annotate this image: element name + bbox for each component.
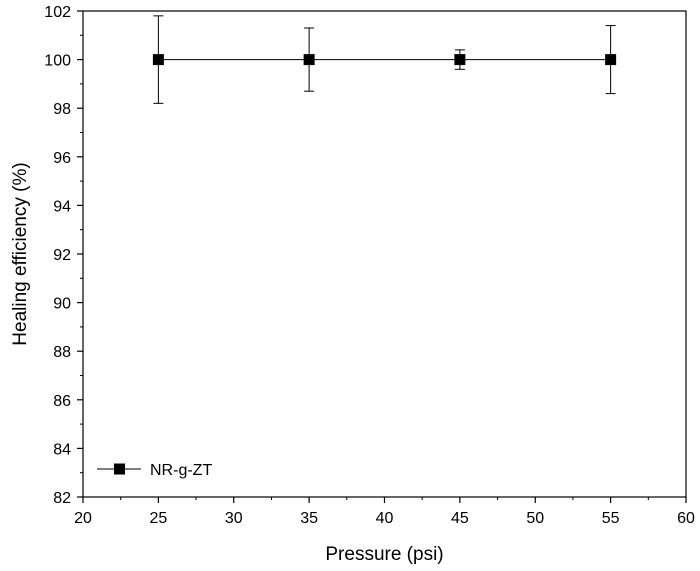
y-tick-label: 94 <box>53 198 71 215</box>
y-tick-label: 96 <box>53 150 71 167</box>
legend: NR-g-ZT <box>97 462 212 479</box>
data-point <box>454 54 466 66</box>
x-tick-label: 25 <box>149 510 167 527</box>
x-tick-label: 35 <box>300 510 318 527</box>
legend-marker <box>114 463 125 475</box>
y-tick-label: 98 <box>53 101 71 118</box>
x-tick-label: 55 <box>602 510 620 527</box>
plot-frame <box>82 10 687 498</box>
x-tick-label: 20 <box>74 510 92 527</box>
y-tick-label: 102 <box>44 4 71 21</box>
x-axis-ticks: 20 25 30 35 40 45 50 55 60 <box>74 497 695 527</box>
y-axis-ticks: 82 84 86 88 90 92 94 96 98 100 102 <box>44 4 83 507</box>
x-tick-label: 30 <box>225 510 243 527</box>
series-layer <box>152 15 617 104</box>
data-point <box>152 54 164 66</box>
legend-label: NR-g-ZT <box>150 462 212 479</box>
y-tick-label: 82 <box>53 490 71 507</box>
x-tick-label: 50 <box>526 510 544 527</box>
x-tick-label: 40 <box>376 510 394 527</box>
y-axis-title: Healing efficiency (%) <box>10 162 31 345</box>
y-tick-label: 90 <box>53 296 71 313</box>
data-point <box>605 54 617 66</box>
data-point <box>303 54 315 66</box>
y-tick-label: 100 <box>44 53 71 70</box>
x-tick-label: 60 <box>677 510 695 527</box>
y-tick-label: 92 <box>53 247 71 264</box>
axes-frame <box>82 10 687 498</box>
y-tick-label: 86 <box>53 393 71 410</box>
y-tick-label: 88 <box>53 344 71 361</box>
y-tick-label: 84 <box>53 441 71 458</box>
x-tick-label: 45 <box>451 510 469 527</box>
x-axis-title: Pressure (psi) <box>325 544 443 565</box>
